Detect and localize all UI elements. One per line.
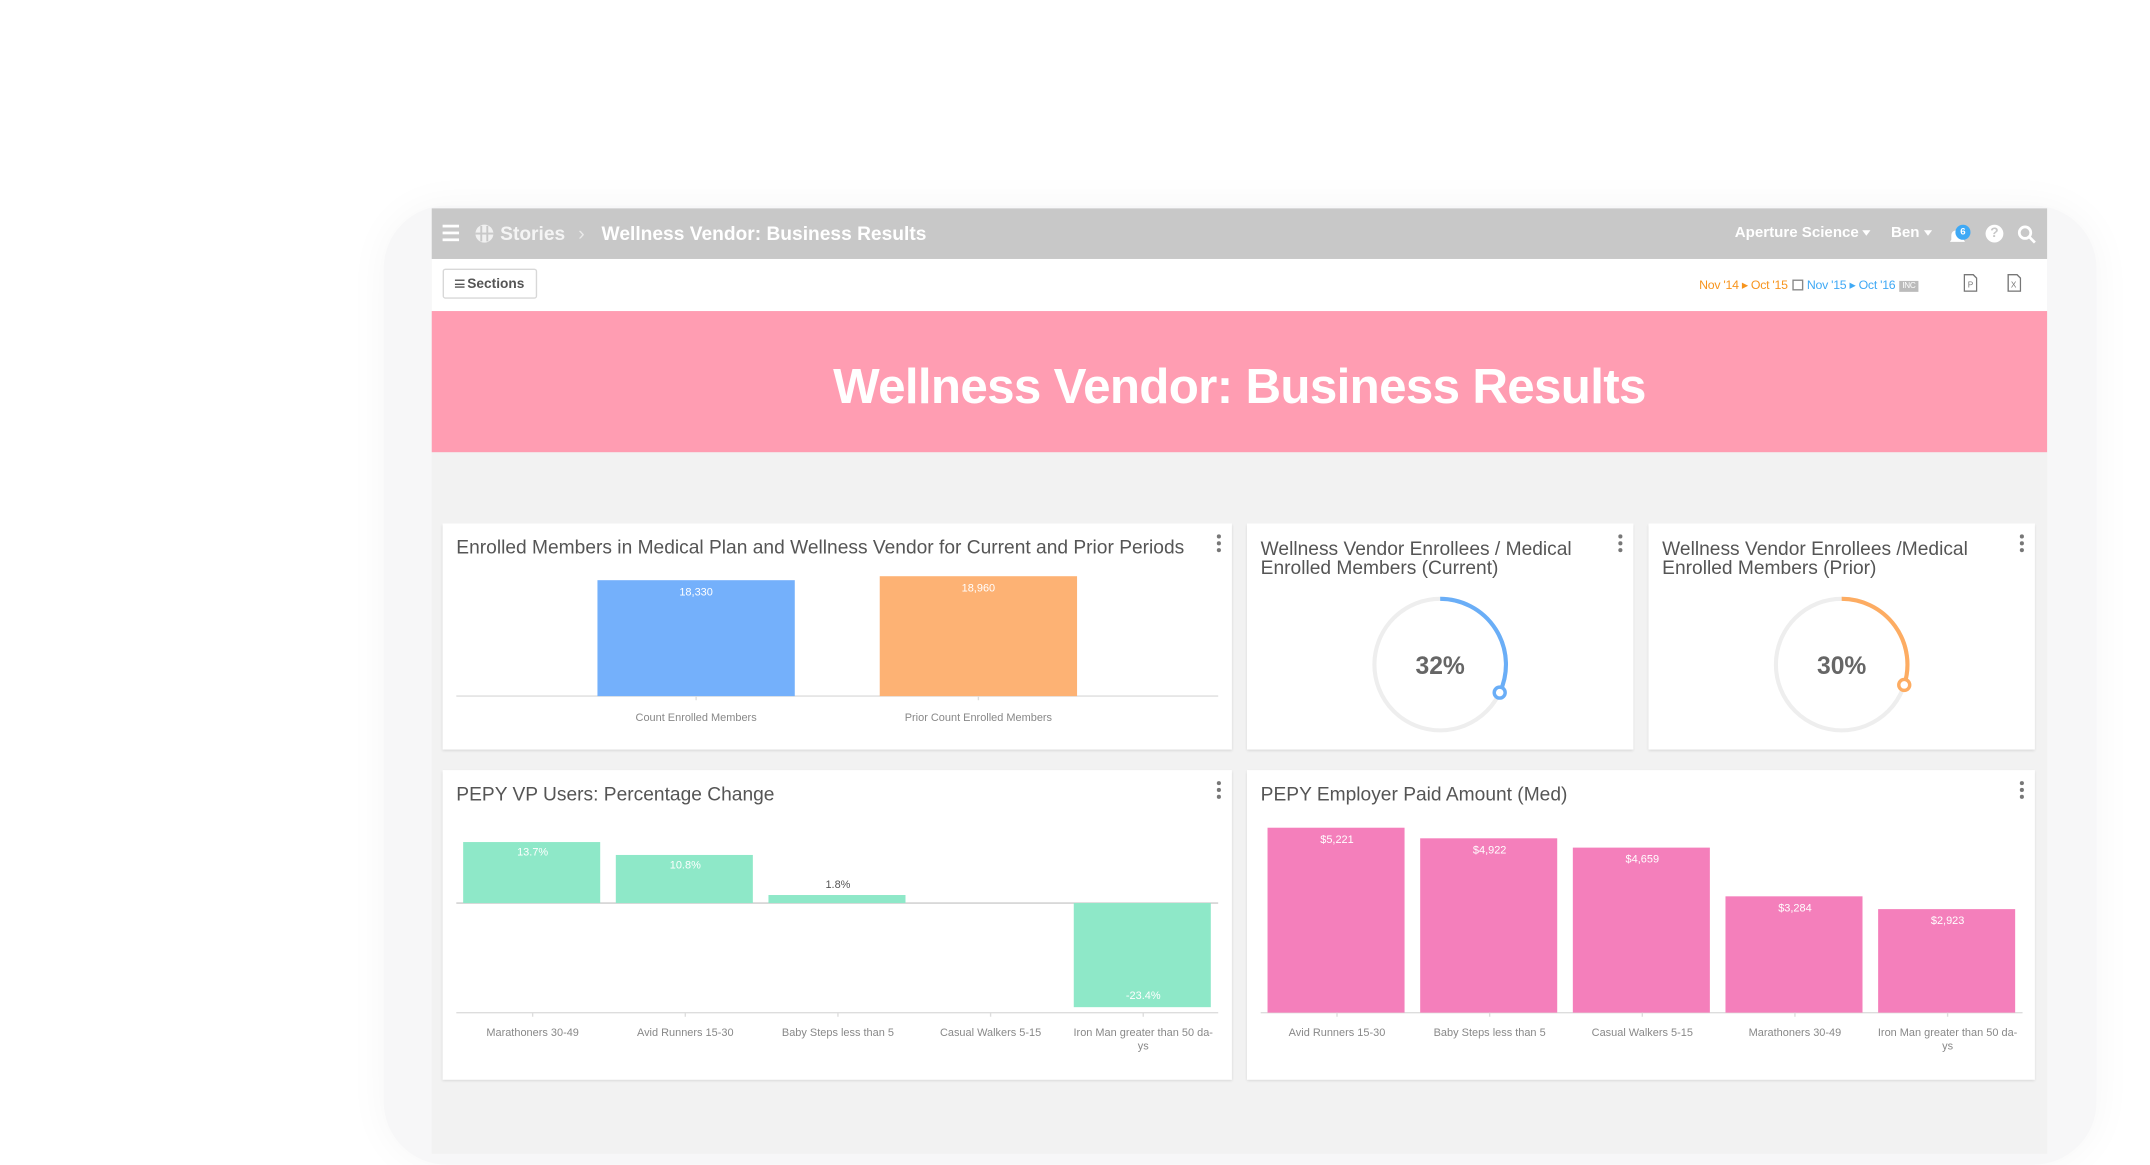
breadcrumb-stories-link[interactable]: Stories bbox=[500, 221, 566, 244]
search-icon[interactable] bbox=[2017, 225, 2036, 244]
x-tick-label: Casual Walkers 5-15 bbox=[940, 1027, 1041, 1039]
x-tick-label: Avid Runners 15-30 bbox=[1289, 1027, 1386, 1039]
banner-title: Wellness Vendor: Business Results bbox=[833, 357, 1646, 414]
bar bbox=[463, 842, 601, 904]
inc-badge: INC bbox=[1899, 280, 1919, 292]
x-tick-label: ys bbox=[1942, 1041, 1953, 1053]
svg-text:X: X bbox=[2011, 281, 2017, 290]
bar bbox=[615, 854, 753, 904]
stories-logo-icon bbox=[475, 224, 494, 243]
story-toolbar: Sections Nov '14 ▸ Oct '15 Nov '15 ▸ Oct … bbox=[431, 258, 2048, 312]
x-tick-label: Iron Man greater than 50 da- bbox=[1878, 1027, 2018, 1039]
svg-text:P: P bbox=[1968, 281, 1974, 290]
notifications-button[interactable]: 6 bbox=[1949, 223, 1974, 245]
list-icon bbox=[454, 278, 465, 290]
gauge-progress-marker bbox=[1492, 685, 1507, 700]
card-title: PEPY VP Users: Percentage Change bbox=[456, 782, 775, 805]
card-title: Enrolled Members in Medical Plan and Wel… bbox=[456, 535, 1185, 558]
story-banner: Wellness Vendor: Business Results bbox=[431, 311, 2048, 453]
top-navigation-bar: Stories › Wellness Vendor: Business Resu… bbox=[431, 208, 2048, 259]
bar-data-label: -23.4% bbox=[1126, 990, 1161, 1002]
more-options-icon[interactable] bbox=[1618, 534, 1623, 555]
breadcrumb-current-page: Wellness Vendor: Business Results bbox=[601, 221, 927, 244]
x-tick-label: Marathoners 30-49 bbox=[486, 1027, 579, 1039]
ratio-current-card: Wellness Vendor Enrollees / Medical Enrol… bbox=[1246, 523, 1634, 750]
bar bbox=[768, 895, 906, 904]
more-options-icon[interactable] bbox=[2019, 781, 2024, 802]
x-tick-label: Baby Steps less than 5 bbox=[782, 1027, 894, 1039]
bar-data-label: $2,923 bbox=[1931, 915, 1965, 927]
bar-data-label: $4,922 bbox=[1473, 844, 1507, 856]
enrolled-members-chart: 18,330 Count Enrolled Members 18,960 Prior … bbox=[456, 576, 1219, 724]
more-options-icon[interactable] bbox=[1216, 781, 1221, 802]
bar bbox=[879, 576, 1078, 697]
pepy-change-chart: 13.7% Marathoners 30-49 10.8% Avid Runners … bbox=[456, 842, 1219, 1053]
card-title-line-1: Wellness Vendor Enrollees / Medical bbox=[1260, 537, 1572, 560]
bar bbox=[1267, 827, 1405, 1013]
card-title-line-2: Enrolled Members (Current) bbox=[1260, 556, 1499, 579]
bar bbox=[1073, 903, 1211, 1008]
enrolled-members-card: Enrolled Members in Medical Plan and Wel… bbox=[442, 523, 1232, 750]
notification-count-badge: 6 bbox=[1955, 224, 1971, 240]
x-tick-label: ys bbox=[1138, 1041, 1149, 1053]
sections-label: Sections bbox=[467, 276, 525, 292]
sections-button[interactable]: Sections bbox=[442, 268, 537, 299]
x-tick-label: Prior Count Enrolled Members bbox=[905, 712, 1053, 724]
x-tick-label: Baby Steps less than 5 bbox=[1434, 1027, 1546, 1039]
org-selector[interactable]: Aperture Science bbox=[1734, 224, 1872, 242]
gauge-value: 30% bbox=[1817, 653, 1866, 680]
app-screen: Stories › Wellness Vendor: Business Resu… bbox=[431, 208, 2048, 1154]
bar-data-label: 18,330 bbox=[679, 586, 713, 598]
card-title: Wellness Vendor Enrollees / Medical Enrol… bbox=[1261, 539, 1572, 577]
chevron-down-icon bbox=[1862, 230, 1872, 236]
user-menu[interactable]: Ben bbox=[1891, 225, 1932, 241]
hamburger-icon[interactable] bbox=[442, 224, 460, 242]
bar-data-label: 13.7% bbox=[517, 847, 548, 859]
chevron-down-icon bbox=[1923, 230, 1932, 236]
breadcrumb-separator: › bbox=[578, 221, 585, 244]
current-period: Nov '14 ▸ Oct '15 bbox=[1699, 278, 1788, 292]
ratio-prior-gauge: 30% bbox=[1773, 596, 1912, 733]
export-excel-icon[interactable]: X bbox=[2007, 274, 2022, 292]
x-tick-label: Casual Walkers 5-15 bbox=[1592, 1027, 1693, 1039]
ratio-current-gauge: 32% bbox=[1372, 596, 1509, 733]
card-title: Wellness Vendor Enrollees /Medical Enroll… bbox=[1662, 539, 1968, 577]
export-pdf-icon[interactable]: P bbox=[1963, 274, 1978, 292]
bar-data-label: 18,960 bbox=[962, 582, 996, 594]
prior-period: Nov '15 ▸ Oct '16 bbox=[1806, 278, 1896, 292]
x-tick-label: Count Enrolled Members bbox=[636, 712, 758, 724]
more-options-icon[interactable] bbox=[1216, 534, 1221, 555]
bar-data-label: $4,659 bbox=[1626, 854, 1660, 866]
x-tick-label: Avid Runners 15-30 bbox=[637, 1027, 734, 1039]
bar-data-label: 1.8% bbox=[825, 879, 850, 891]
gauge-value: 32% bbox=[1416, 653, 1465, 680]
card-title: PEPY Employer Paid Amount (Med) bbox=[1260, 782, 1568, 805]
more-options-icon[interactable] bbox=[2019, 534, 2024, 555]
user-name: Ben bbox=[1891, 224, 1920, 242]
gauge-progress-arc bbox=[1440, 596, 1508, 694]
date-range-picker[interactable]: Nov '14 ▸ Oct '15 Nov '15 ▸ Oct '16 INC bbox=[1699, 278, 1919, 293]
ratio-prior-card: Wellness Vendor Enrollees /Medical Enroll… bbox=[1648, 523, 2035, 750]
x-tick-label: Iron Man greater than 50 da- bbox=[1074, 1027, 1214, 1039]
bar bbox=[1420, 838, 1558, 1013]
bar bbox=[1878, 909, 2016, 1013]
bar-data-label: $5,221 bbox=[1320, 834, 1354, 846]
pepy-paid-card: PEPY Employer Paid Amount (Med) $5,221 Av… bbox=[1246, 770, 2035, 1080]
bar bbox=[1572, 847, 1710, 1013]
bar bbox=[597, 580, 795, 697]
pepy-change-card: PEPY VP Users: Percentage Change 13.7% Ma… bbox=[442, 770, 1232, 1080]
org-name: Aperture Science bbox=[1734, 224, 1859, 242]
gauge-progress-marker bbox=[1897, 677, 1912, 693]
x-tick-label: Marathoners 30-49 bbox=[1749, 1027, 1842, 1039]
card-title-line-1: Wellness Vendor Enrollees /Medical bbox=[1662, 537, 1968, 560]
calendar-icon bbox=[1791, 279, 1803, 291]
help-icon[interactable]: ? bbox=[1985, 224, 2004, 243]
bar bbox=[1725, 896, 1863, 1013]
gauge-progress-arc bbox=[1841, 596, 1910, 686]
pepy-paid-chart: $5,221 Avid Runners 15-30 $4,922 Baby Steps… bbox=[1260, 827, 2023, 1053]
bar-data-label: 10.8% bbox=[670, 860, 701, 872]
card-title-line-2: Enrolled Members (Prior) bbox=[1662, 556, 1877, 579]
bar-data-label: $3,284 bbox=[1778, 902, 1812, 914]
